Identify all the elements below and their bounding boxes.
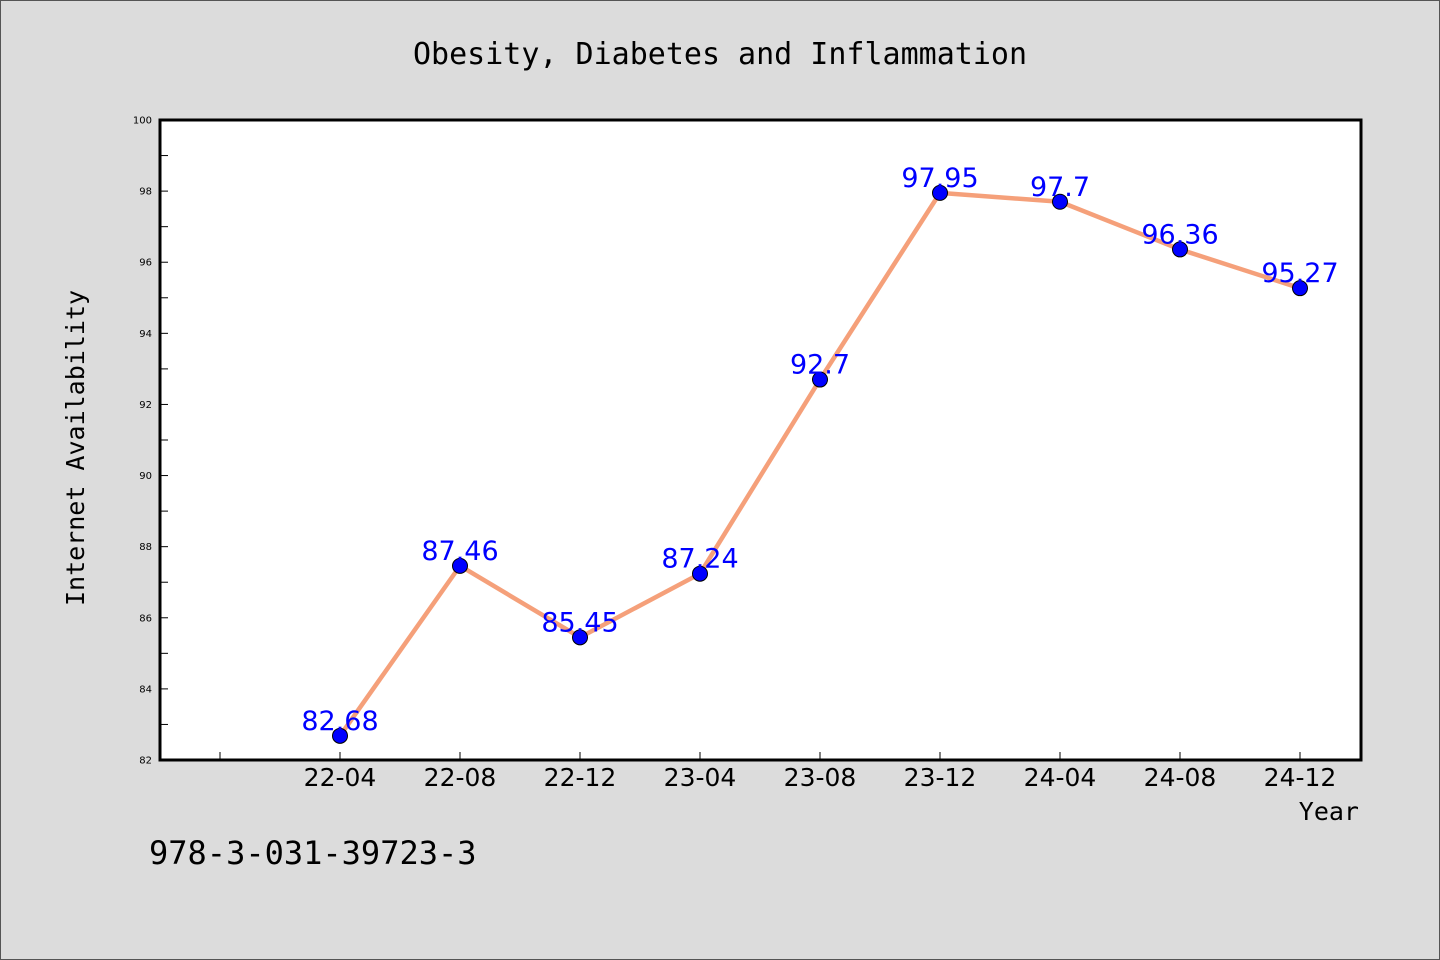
x-tick-label: 22-12 xyxy=(544,763,617,792)
x-tick-label: 22-08 xyxy=(424,763,497,792)
y-tick-label: 82 xyxy=(139,756,152,767)
data-point-marker xyxy=(1172,241,1188,258)
y-axis-label: Internet Availability xyxy=(61,290,90,606)
x-tick-label: 23-12 xyxy=(904,763,977,792)
isbn-footer: 978-3-031-39723-3 xyxy=(149,834,477,872)
y-tick-label: 98 xyxy=(139,187,152,198)
data-point-label: 85.45 xyxy=(541,607,618,638)
y-tick-label: 92 xyxy=(139,400,152,411)
x-tick-label: 22-04 xyxy=(304,763,377,792)
y-tick-label: 96 xyxy=(139,258,152,269)
data-point-label: 87.24 xyxy=(661,544,738,575)
data-point-marker xyxy=(572,629,588,646)
data-point-marker xyxy=(1052,193,1068,210)
x-tick-label: 23-04 xyxy=(664,763,737,792)
data-point-marker xyxy=(452,557,468,574)
series-line-group xyxy=(332,184,1308,744)
data-point-label: 92.7 xyxy=(790,350,850,381)
y-tick-label: 86 xyxy=(139,613,152,624)
data-point-label: 96.36 xyxy=(1141,219,1218,250)
data-point-marker xyxy=(1292,280,1308,297)
data-point-marker xyxy=(332,727,348,744)
x-axis-label: Year xyxy=(1299,797,1359,826)
x-tick-label: 24-08 xyxy=(1144,763,1217,792)
x-axis-ticks: 22-04 22-08 22-12 23-04 23-08 23-12 24-04 24-08… xyxy=(219,752,1337,792)
chart-title: Obesity, Diabetes and Inflammation xyxy=(413,37,1027,72)
y-tick-label: 84 xyxy=(139,684,152,695)
plot-area xyxy=(158,118,1363,762)
y-tick-label: 88 xyxy=(139,542,152,553)
data-point-label: 87.46 xyxy=(421,536,498,567)
data-point-label: 82.68 xyxy=(301,706,378,737)
data-point-label: 95.27 xyxy=(1261,258,1338,289)
data-point-marker xyxy=(932,184,948,201)
x-tick-label: 23-08 xyxy=(784,763,857,792)
x-tick-label: 24-12 xyxy=(1264,763,1337,792)
data-point-label: 97.95 xyxy=(901,163,978,194)
data-point-label: 97.7 xyxy=(1030,172,1090,203)
x-tick-label: 24-04 xyxy=(1024,763,1097,792)
data-labels-group: 82.68 87.46 85.45 87.24 92.7 97.95 97.7 96.36 95… xyxy=(301,163,1338,737)
data-point-marker xyxy=(812,371,828,388)
y-tick-label: 94 xyxy=(139,329,152,340)
y-axis-ticks: 82 84 86 88 90 92 94 96 98 100 xyxy=(133,116,168,767)
y-tick-label: 100 xyxy=(133,116,152,127)
data-point-marker xyxy=(692,565,708,582)
y-tick-label: 90 xyxy=(139,471,152,482)
